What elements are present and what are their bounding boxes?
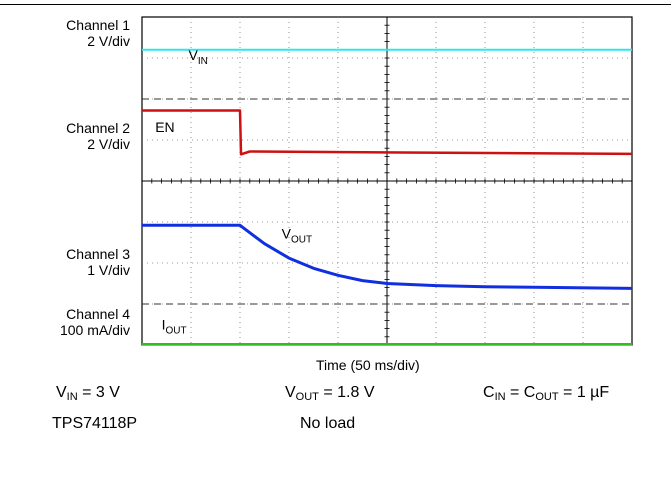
channel-1-scale: 2 V/div bbox=[87, 33, 130, 49]
trace-channel-3 bbox=[142, 223, 633, 290]
vout-symbol: V bbox=[285, 384, 296, 401]
trace-label-symbol: I bbox=[162, 316, 166, 332]
channel-2-label: Channel 2 2 V/div bbox=[6, 120, 130, 152]
channel-4-scale: 100 mA/div bbox=[59, 322, 130, 338]
trace-label-subscript: IN bbox=[198, 56, 208, 67]
load-condition: No load bbox=[300, 415, 356, 432]
vout-condition: VOUT = 1.8 V bbox=[285, 384, 375, 403]
x-axis-label: Time (50 ms/div) bbox=[316, 357, 420, 373]
trace-label-subscript: OUT bbox=[291, 234, 312, 245]
trace-label-symbol: V bbox=[282, 225, 292, 241]
cout-subscript: OUT bbox=[535, 391, 559, 403]
channel-3-scale: 1 V/div bbox=[87, 262, 130, 278]
top-rule bbox=[0, 4, 671, 5]
cout-symbol: = C bbox=[505, 384, 536, 401]
capacitor-condition: CIN = COUT = 1 µF bbox=[483, 384, 610, 403]
vin-value: = 3 V bbox=[77, 384, 120, 401]
cin-symbol: C bbox=[483, 384, 495, 401]
vout-value: = 1.8 V bbox=[318, 384, 375, 401]
cin-subscript: IN bbox=[494, 391, 506, 403]
vout-subscript: OUT bbox=[295, 391, 319, 403]
channel-4-label: Channel 4 100 mA/div bbox=[6, 306, 130, 338]
trace-label-4: IOUT bbox=[162, 316, 187, 336]
channel-1-label: Channel 1 2 V/div bbox=[6, 17, 130, 49]
channel-4-name: Channel 4 bbox=[66, 306, 130, 322]
channel-2-scale: 2 V/div bbox=[87, 136, 130, 152]
trace-label-1: VIN bbox=[189, 47, 208, 67]
vin-condition: VIN = 3 V bbox=[56, 384, 120, 403]
channel-3-name: Channel 3 bbox=[66, 246, 130, 262]
trace-label-3: VOUT bbox=[282, 225, 312, 245]
channel-1-name: Channel 1 bbox=[66, 17, 130, 33]
trace-label-symbol: EN bbox=[155, 119, 174, 135]
vin-symbol: V bbox=[56, 384, 67, 401]
channel-2-name: Channel 2 bbox=[66, 120, 130, 136]
trace-label-2: EN bbox=[155, 119, 174, 135]
trace-label-symbol: V bbox=[189, 47, 199, 63]
channel-3-label: Channel 3 1 V/div bbox=[6, 246, 130, 278]
vin-subscript: IN bbox=[66, 391, 78, 403]
capacitor-value: = 1 µF bbox=[558, 384, 610, 401]
trace-channel-2 bbox=[142, 109, 633, 156]
part-number: TPS74118P bbox=[52, 415, 138, 432]
trace-label-subscript: OUT bbox=[165, 325, 186, 336]
